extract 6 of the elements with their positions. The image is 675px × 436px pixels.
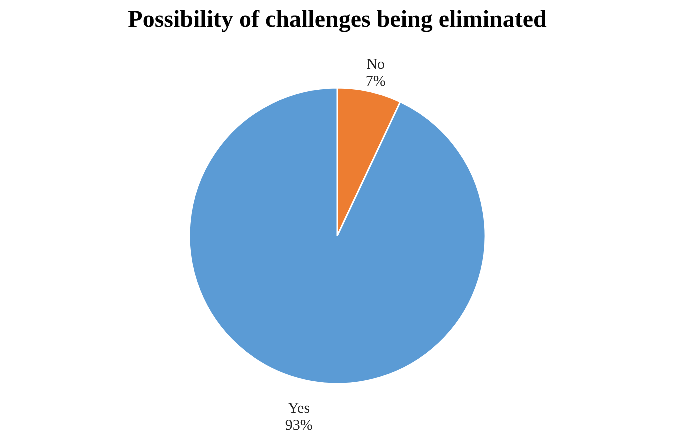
data-label: 93%	[285, 418, 313, 434]
slice-label: Yes	[288, 400, 310, 417]
pie-slice	[188, 87, 486, 385]
slice-label: No	[366, 57, 386, 74]
chart-title: Possibility of challenges being eliminated	[128, 7, 548, 33]
data-label: 7%	[366, 74, 386, 90]
